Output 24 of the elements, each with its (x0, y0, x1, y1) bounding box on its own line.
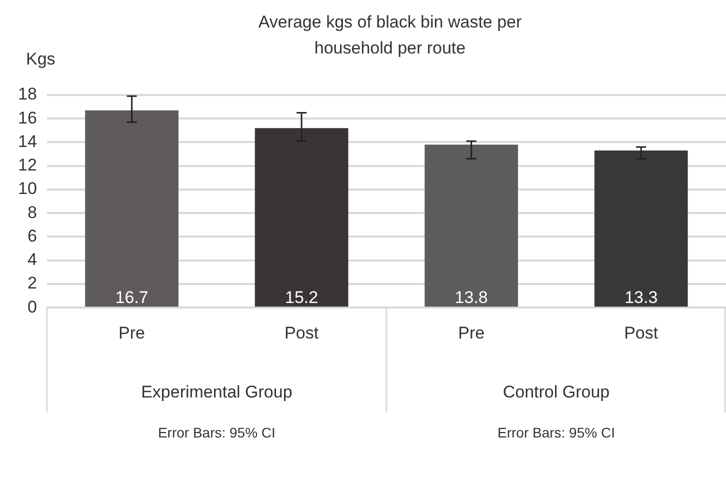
y-tick-label: 2 (27, 274, 37, 293)
data-label: 15.2 (285, 288, 318, 307)
data-label: 13.3 (624, 288, 658, 307)
y-tick-label: 6 (27, 226, 37, 246)
data-label: 13.8 (454, 288, 488, 307)
text: Error Bars: 95% CI (158, 424, 276, 440)
y-tick-label: 12 (18, 156, 37, 175)
x-tick-label: Pre (458, 323, 485, 342)
x-tick-label: Post (624, 323, 658, 342)
y-tick-label: 14 (18, 132, 37, 151)
x-tick-label: Post (284, 323, 319, 342)
text: Control Group (502, 382, 610, 402)
y-tick-label: 0 (27, 297, 37, 316)
y-tick-label: 8 (27, 202, 37, 222)
y-axis-title: Kgs (26, 50, 56, 69)
text: Experimental Group (141, 382, 292, 402)
y-tick-label: 4 (27, 250, 37, 270)
y-tick-label: 10 (18, 179, 37, 198)
data-label: 16.7 (115, 288, 148, 307)
chart-title: Average kgs of black bin waste per household per route (258, 12, 522, 58)
y-tick-label: 18 (18, 84, 37, 104)
x-tick-label: Pre (118, 323, 146, 342)
y-tick-label: 16 (18, 108, 37, 128)
text: Error Bars: 95% CI (497, 424, 615, 440)
